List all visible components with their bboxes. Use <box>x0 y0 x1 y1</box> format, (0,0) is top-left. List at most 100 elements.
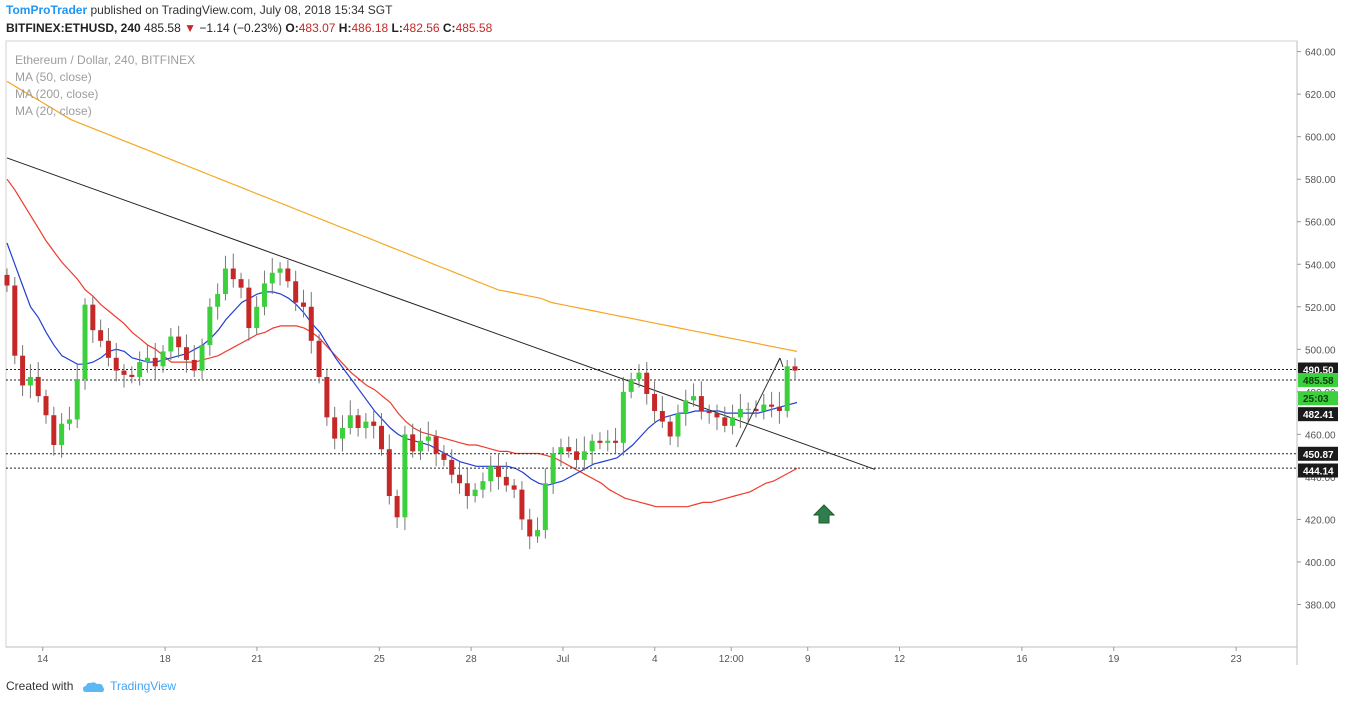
candle-body <box>776 406 782 411</box>
price-tag-label: 25:03 <box>1303 394 1329 405</box>
candle-body <box>457 474 463 484</box>
price-tick-label: 600.00 <box>1305 133 1336 144</box>
candle-body <box>332 417 338 439</box>
candle-body <box>605 440 611 443</box>
high-value: 486.18 <box>351 21 389 35</box>
projection-arrow-line[interactable] <box>735 357 781 448</box>
arrow-up-icon[interactable] <box>812 504 836 524</box>
price-tick-label: 500.00 <box>1305 345 1336 356</box>
price-tick-label: 380.00 <box>1305 600 1336 611</box>
candle-body <box>745 408 751 410</box>
candle-body <box>316 340 322 377</box>
time-tick-label: 4 <box>652 654 658 665</box>
price-axis[interactable]: 380.00400.00420.00440.00460.00480.00500.… <box>1297 48 1336 612</box>
candle-body <box>480 481 486 490</box>
price-tick-label: 640.00 <box>1305 48 1336 59</box>
candle-body <box>675 413 681 437</box>
candle-body <box>558 447 564 454</box>
price-tag <box>1298 372 1338 387</box>
author-link[interactable]: TomProTrader <box>6 3 88 17</box>
candle-body <box>183 347 189 360</box>
symbol-label: BITFINEX:ETHUSD, 240 <box>6 21 141 35</box>
candle-body <box>324 376 330 418</box>
change-value: −1.14 (−0.23%) <box>199 21 283 35</box>
candle-body <box>20 355 26 386</box>
candle-body <box>730 417 736 426</box>
candle-body <box>176 336 182 348</box>
open-label: O: <box>285 21 299 35</box>
candle-body <box>113 357 119 371</box>
candle-body <box>43 396 49 416</box>
candle-body <box>90 304 96 331</box>
trendline-group[interactable] <box>6 157 876 470</box>
time-axis[interactable]: 14 18 21 25 28 Jul 4 12:00 9 12 16 19 23 <box>37 647 1242 665</box>
candle-body <box>191 359 197 371</box>
price-tick-label: 460.00 <box>1305 430 1336 441</box>
candle-body <box>753 408 759 411</box>
price-tag-label: 450.87 <box>1303 450 1334 461</box>
candle-body <box>737 408 743 418</box>
moving-averages <box>6 80 798 508</box>
candle-body <box>277 268 283 273</box>
time-tick-label: 12:00 <box>719 654 744 665</box>
candle-body <box>418 440 424 452</box>
price-tick-label: 540.00 <box>1305 260 1336 271</box>
candle-body <box>59 423 65 445</box>
candle-body <box>105 340 111 358</box>
horizontal-levels[interactable] <box>6 369 1297 469</box>
last-price: 485.58 <box>144 21 181 35</box>
candle-body <box>74 379 80 420</box>
candle-body <box>698 396 704 411</box>
chart-legend: Ethereum / Dollar, 240, BITFINEX MA (50,… <box>15 53 195 118</box>
candle-body <box>464 483 470 497</box>
candle-body <box>566 447 572 452</box>
candle-body <box>667 421 673 437</box>
price-tag-label: 490.50 <box>1303 366 1334 377</box>
candle-body <box>542 483 548 531</box>
trendline[interactable] <box>6 157 876 470</box>
price-tag <box>1298 391 1338 406</box>
candle-body <box>35 376 41 397</box>
candle-body <box>589 440 595 452</box>
legend-ma50[interactable]: MA (50, close) <box>15 70 92 84</box>
candle-body <box>636 372 642 380</box>
candle-body <box>199 345 205 371</box>
price-tick-label: 620.00 <box>1305 90 1336 101</box>
annotations[interactable] <box>735 357 836 524</box>
time-tick-label: 18 <box>160 654 172 665</box>
time-tick-label: 9 <box>805 654 811 665</box>
candle-body <box>683 400 689 414</box>
candle-body <box>347 415 353 428</box>
projection-arrowhead-icon <box>775 357 784 368</box>
candle-body <box>597 440 603 443</box>
candle-body <box>386 449 392 497</box>
candle-body <box>433 436 439 454</box>
low-value: 482.56 <box>402 21 440 35</box>
time-tick-label: Jul <box>557 654 570 665</box>
candle-body <box>261 283 267 307</box>
legend-ma200[interactable]: MA (200, close) <box>15 87 98 101</box>
candle-body <box>144 357 150 363</box>
price-tick-label: 560.00 <box>1305 218 1336 229</box>
candle-body <box>792 366 798 371</box>
time-tick-label: 23 <box>1231 654 1243 665</box>
candle-body <box>496 466 502 477</box>
cloud-icon <box>82 682 104 692</box>
candle-body <box>644 372 650 394</box>
time-tick-label: 12 <box>894 654 906 665</box>
time-tick-label: 16 <box>1016 654 1028 665</box>
open-value: 483.07 <box>298 21 336 35</box>
candle-body <box>363 421 369 428</box>
candle-body <box>519 489 525 520</box>
candle-body <box>238 279 244 288</box>
ma20-line <box>6 242 798 487</box>
price-tick-label: 520.00 <box>1305 303 1336 314</box>
candle-body <box>230 268 236 280</box>
candle-body <box>121 370 127 375</box>
candle-body <box>137 362 143 377</box>
legend-ma20[interactable]: MA (20, close) <box>15 104 92 118</box>
tradingview-link[interactable]: TradingView <box>110 679 177 693</box>
candle-body <box>628 379 634 392</box>
